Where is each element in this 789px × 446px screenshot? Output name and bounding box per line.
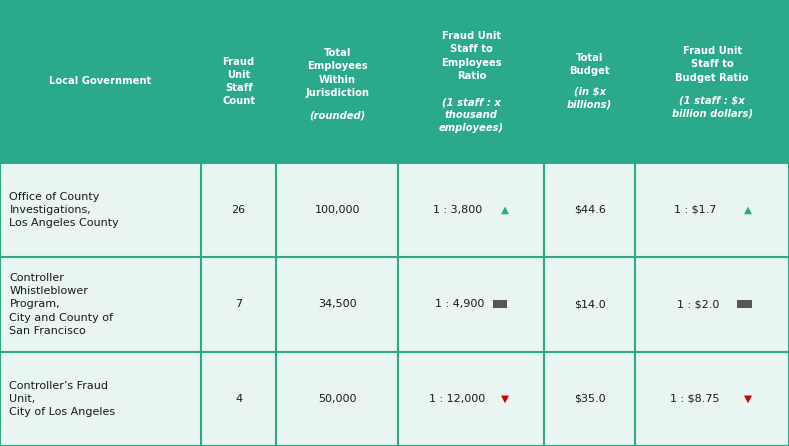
Text: Local Government: Local Government bbox=[50, 76, 151, 87]
Text: 1 : 12,000: 1 : 12,000 bbox=[429, 394, 485, 404]
Text: (in $x
billions): (in $x billions) bbox=[567, 87, 612, 110]
Text: 4: 4 bbox=[235, 394, 242, 404]
Text: 100,000: 100,000 bbox=[315, 205, 360, 215]
Text: 1 : 3,800: 1 : 3,800 bbox=[432, 205, 482, 215]
Text: Controller
Whistleblower
Program,
City and County of
San Francisco: Controller Whistleblower Program, City a… bbox=[9, 273, 114, 336]
Text: (1 staff : $x
billion dollars): (1 staff : $x billion dollars) bbox=[671, 95, 753, 119]
Text: 7: 7 bbox=[235, 299, 242, 310]
Text: ▼: ▼ bbox=[500, 394, 509, 404]
Text: Fraud Unit
Staff to
Employees
Ratio: Fraud Unit Staff to Employees Ratio bbox=[441, 31, 502, 81]
Text: ▼: ▼ bbox=[743, 394, 752, 404]
Bar bbox=[0, 163, 789, 257]
Text: Total
Employees
Within
Jurisdiction: Total Employees Within Jurisdiction bbox=[305, 48, 369, 98]
Bar bbox=[737, 301, 751, 309]
Text: 1 : $2.0: 1 : $2.0 bbox=[677, 299, 719, 310]
Text: 34,500: 34,500 bbox=[318, 299, 357, 310]
Text: 50,000: 50,000 bbox=[318, 394, 357, 404]
Text: (1 staff : x
thousand
employees): (1 staff : x thousand employees) bbox=[439, 97, 504, 133]
Text: $14.0: $14.0 bbox=[574, 299, 606, 310]
Text: Fraud
Unit
Staff
Count: Fraud Unit Staff Count bbox=[222, 57, 255, 106]
Bar bbox=[0, 351, 789, 446]
Text: Office of County
Investigations,
Los Angeles County: Office of County Investigations, Los Ang… bbox=[9, 192, 119, 228]
Bar bbox=[0, 257, 789, 351]
Text: Fraud Unit
Staff to
Budget Ratio: Fraud Unit Staff to Budget Ratio bbox=[675, 46, 749, 83]
Text: $35.0: $35.0 bbox=[574, 394, 606, 404]
Text: ▲: ▲ bbox=[500, 205, 509, 215]
Text: 26: 26 bbox=[232, 205, 245, 215]
Bar bbox=[0, 0, 789, 163]
Text: Total
Budget: Total Budget bbox=[570, 53, 610, 76]
Text: 1 : 4,900: 1 : 4,900 bbox=[435, 299, 484, 310]
Text: 1 : $8.75: 1 : $8.75 bbox=[670, 394, 720, 404]
Text: (rounded): (rounded) bbox=[309, 110, 365, 120]
Text: $44.6: $44.6 bbox=[574, 205, 606, 215]
Text: Controller’s Fraud
Unit,
City of Los Angeles: Controller’s Fraud Unit, City of Los Ang… bbox=[9, 380, 116, 417]
Text: 1 : $1.7: 1 : $1.7 bbox=[674, 205, 716, 215]
Bar bbox=[492, 301, 507, 309]
Text: ▲: ▲ bbox=[743, 205, 752, 215]
